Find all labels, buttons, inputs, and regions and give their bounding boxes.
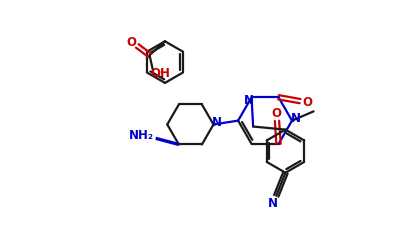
Text: O: O xyxy=(303,96,313,109)
Text: N: N xyxy=(212,116,222,129)
Text: N: N xyxy=(268,197,278,210)
Text: NH₂: NH₂ xyxy=(129,129,154,142)
Text: O: O xyxy=(271,107,281,120)
Text: N: N xyxy=(244,94,254,107)
Text: OH: OH xyxy=(150,67,170,80)
Text: N: N xyxy=(291,112,301,125)
Text: O: O xyxy=(127,36,137,49)
